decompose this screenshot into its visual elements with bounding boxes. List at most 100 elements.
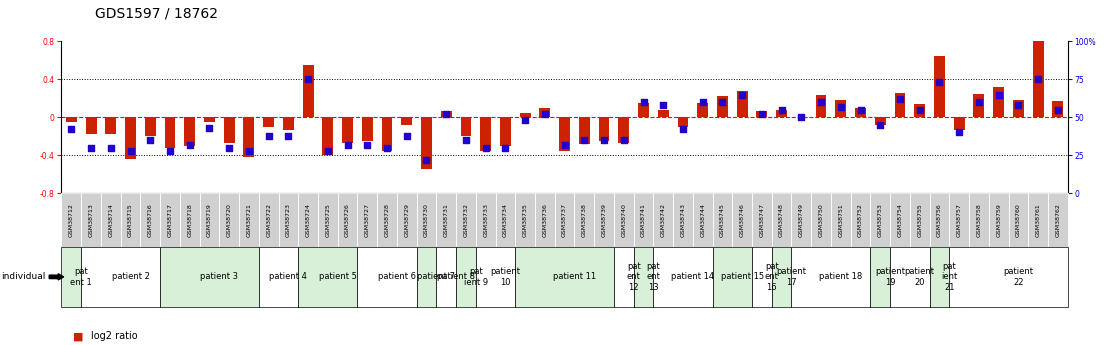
Point xyxy=(1049,107,1067,112)
Bar xyxy=(82,247,160,307)
Point xyxy=(102,145,120,150)
Bar xyxy=(86,117,96,134)
Text: pat
ient
21: pat ient 21 xyxy=(941,262,957,292)
Bar xyxy=(318,193,338,247)
Text: GDS1597 / 18762: GDS1597 / 18762 xyxy=(95,7,218,21)
Bar xyxy=(929,193,949,247)
Bar xyxy=(579,117,590,144)
Text: pat
ent 1: pat ent 1 xyxy=(70,267,92,287)
Bar xyxy=(540,108,550,117)
Bar xyxy=(949,247,1068,307)
Bar xyxy=(121,193,141,247)
Point xyxy=(200,125,218,131)
Point xyxy=(970,99,988,105)
Text: GSM38718: GSM38718 xyxy=(187,203,192,237)
Text: GSM38737: GSM38737 xyxy=(562,203,567,237)
Bar xyxy=(737,91,748,117)
Bar xyxy=(299,193,318,247)
Bar xyxy=(1029,193,1048,247)
Point xyxy=(339,142,357,147)
Point xyxy=(576,137,594,143)
Point xyxy=(793,115,811,120)
Point xyxy=(437,111,455,117)
Text: GSM38729: GSM38729 xyxy=(405,203,409,237)
Text: GSM38759: GSM38759 xyxy=(996,203,1001,237)
Text: patient
22: patient 22 xyxy=(1003,267,1033,287)
Text: GSM38749: GSM38749 xyxy=(799,203,804,237)
Bar xyxy=(66,117,77,122)
Bar xyxy=(500,117,511,146)
Bar xyxy=(303,65,313,117)
Bar xyxy=(594,193,614,247)
Bar xyxy=(771,247,792,307)
Bar xyxy=(61,193,82,247)
Text: patient 7: patient 7 xyxy=(417,272,455,282)
Bar xyxy=(712,193,732,247)
Bar xyxy=(244,117,255,157)
Bar xyxy=(61,247,82,307)
Text: log2 ratio: log2 ratio xyxy=(91,332,138,341)
Bar xyxy=(495,193,515,247)
Text: GSM38726: GSM38726 xyxy=(345,203,350,237)
Bar xyxy=(184,117,196,146)
Bar xyxy=(598,117,609,141)
Bar xyxy=(871,247,890,307)
Point xyxy=(911,107,929,112)
Bar xyxy=(1013,100,1024,117)
Text: GSM38738: GSM38738 xyxy=(581,203,587,237)
Point xyxy=(635,99,653,105)
Text: GSM38760: GSM38760 xyxy=(1016,203,1021,237)
Text: GSM38754: GSM38754 xyxy=(898,203,902,237)
Text: GSM38723: GSM38723 xyxy=(286,203,291,237)
Text: GSM38752: GSM38752 xyxy=(858,203,863,237)
Point xyxy=(1030,77,1048,82)
Point xyxy=(378,145,396,150)
Text: GSM38736: GSM38736 xyxy=(542,203,548,237)
Point xyxy=(989,92,1007,97)
Bar xyxy=(397,193,417,247)
Text: GSM38725: GSM38725 xyxy=(325,203,330,237)
Point xyxy=(832,104,850,109)
Text: patient 14: patient 14 xyxy=(671,272,714,282)
Point xyxy=(773,107,790,112)
Text: GSM38747: GSM38747 xyxy=(759,203,765,237)
Bar xyxy=(180,193,200,247)
Bar xyxy=(910,193,929,247)
Bar xyxy=(362,117,372,141)
Bar xyxy=(358,193,377,247)
Text: patient 6: patient 6 xyxy=(378,272,416,282)
Text: GSM38730: GSM38730 xyxy=(424,203,429,237)
Bar xyxy=(717,96,728,117)
Bar xyxy=(776,110,787,117)
Bar xyxy=(82,193,101,247)
Point xyxy=(122,148,140,154)
Bar xyxy=(969,193,988,247)
Text: GSM38743: GSM38743 xyxy=(681,203,685,237)
Text: GSM38721: GSM38721 xyxy=(246,203,252,237)
Bar xyxy=(381,117,392,150)
Bar xyxy=(440,111,452,117)
Bar xyxy=(1052,101,1063,117)
Bar xyxy=(752,193,771,247)
Bar xyxy=(855,108,866,117)
Bar xyxy=(322,117,333,155)
Text: GSM38746: GSM38746 xyxy=(740,203,745,237)
Bar xyxy=(160,247,258,307)
Bar xyxy=(575,193,594,247)
Bar xyxy=(219,193,239,247)
Text: patient
19: patient 19 xyxy=(875,267,906,287)
Bar xyxy=(520,112,531,117)
Text: GSM38715: GSM38715 xyxy=(129,203,133,237)
Text: GSM38717: GSM38717 xyxy=(168,203,172,237)
Bar xyxy=(949,193,969,247)
Bar xyxy=(263,117,274,127)
Point xyxy=(615,137,633,143)
Text: pat
ient 9: pat ient 9 xyxy=(464,267,487,287)
Point xyxy=(259,133,277,138)
Bar xyxy=(481,117,491,150)
Point xyxy=(181,142,199,147)
Bar xyxy=(515,247,614,307)
Bar xyxy=(515,193,536,247)
Point xyxy=(674,127,692,132)
Bar xyxy=(653,193,673,247)
